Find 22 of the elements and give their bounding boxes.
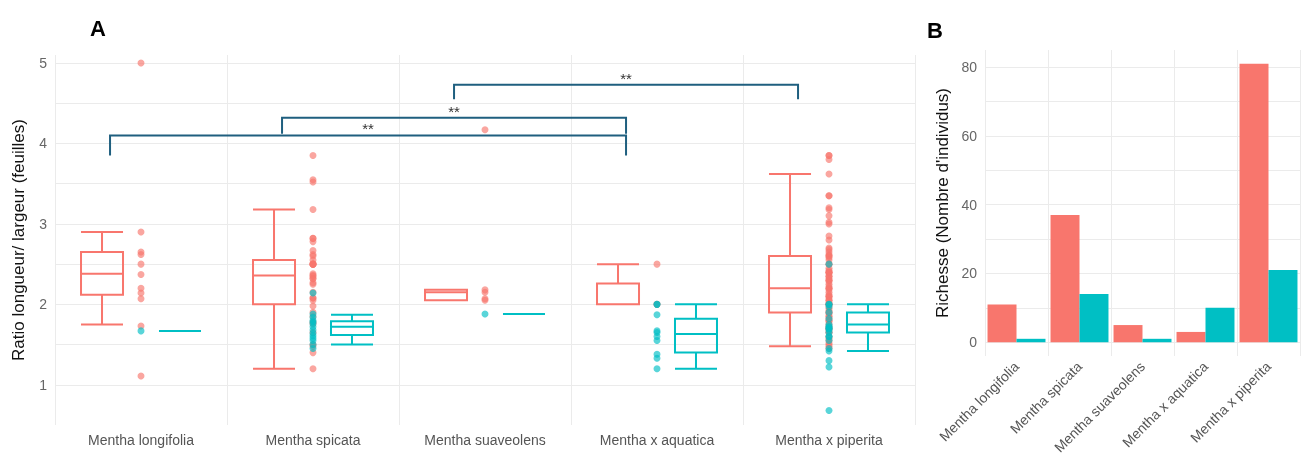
y-axis-title: Ratio longueur/ largeur (feuilles)	[9, 119, 28, 361]
y-tick-label: 40	[961, 196, 978, 213]
y-tick-label: 60	[961, 127, 978, 144]
y-tick-label: 20	[961, 265, 978, 282]
y-tick-label: 0	[969, 334, 978, 351]
x-tick-label: Mentha x aquatica	[599, 432, 715, 448]
x-tick-label: Mentha longifolia	[88, 432, 195, 448]
y-axis-title: Richesse (Nombre d'individus)	[932, 88, 952, 318]
annotation: **	[362, 120, 374, 138]
y-tick-label: 3	[39, 215, 48, 232]
y-tick-label: 4	[39, 135, 48, 152]
x-tick-label: Mentha spicata	[265, 432, 361, 448]
x-tick-label: Mentha x piperita	[775, 432, 883, 448]
chart-title: B	[927, 17, 943, 43]
chart-title: A	[90, 15, 106, 41]
x-tick-label: Mentha suaveolens	[424, 432, 546, 448]
y-tick-label: 2	[39, 296, 48, 313]
y-tick-label: 80	[961, 59, 978, 76]
y-tick-label: 5	[39, 55, 48, 72]
y-tick-label: 1	[39, 376, 48, 393]
annotation: **	[620, 69, 632, 87]
annotation: **	[448, 102, 460, 120]
